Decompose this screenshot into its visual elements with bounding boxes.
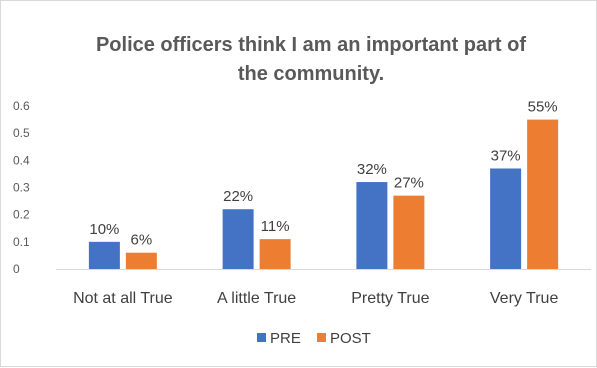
bar-pre-3 — [490, 168, 522, 269]
y-tick-label: 0.6 — [13, 99, 30, 113]
chart-title-line-1: Police officers think I am an important … — [96, 34, 526, 56]
data-label-pre-1: 22% — [223, 188, 253, 205]
data-label-post-2: 27% — [394, 175, 424, 192]
bar-post-1 — [259, 239, 291, 269]
y-tick-label: 0.3 — [13, 181, 30, 195]
legend-swatch-pre — [257, 333, 266, 342]
y-tick-label: 0.4 — [13, 153, 30, 167]
y-tick-label: 0.5 — [13, 126, 30, 140]
data-label-post-1: 11% — [261, 218, 290, 235]
data-label-post-3: 55% — [528, 99, 558, 116]
chart-title-line-2: the community. — [238, 63, 384, 85]
legend-label-pre: PRE — [270, 330, 301, 347]
data-label-pre-2: 32% — [357, 161, 387, 178]
data-label-post-0: 6% — [131, 232, 153, 249]
data-label-pre-3: 37% — [491, 147, 521, 164]
y-tick-label: 0 — [13, 262, 20, 276]
bar-pre-2 — [356, 182, 388, 269]
legend-label-post: POST — [330, 330, 371, 347]
bar-group — [88, 119, 559, 269]
y-tick-label: 0.2 — [13, 208, 30, 222]
legend-swatch-post — [317, 333, 326, 342]
y-tick-label: 0.1 — [13, 235, 30, 249]
y-axis: 0 0.1 0.2 0.3 0.4 0.5 0.6 — [13, 99, 30, 276]
data-label-group: 10% 6% 22% 11% 32% 27% 37% 55% — [89, 99, 557, 249]
data-label-pre-0: 10% — [89, 221, 119, 238]
legend: PRE POST — [257, 330, 371, 347]
bar-post-2 — [393, 195, 425, 269]
bar-post-0 — [125, 252, 157, 269]
bar-pre-0 — [88, 241, 120, 269]
x-tick-label: A little True — [217, 290, 296, 307]
x-tick-label: Very True — [490, 290, 559, 307]
bar-pre-1 — [222, 209, 254, 269]
x-tick-label: Pretty True — [351, 290, 429, 307]
x-tick-label: Not at all True — [73, 290, 173, 307]
bar-post-3 — [527, 119, 559, 269]
x-axis: Not at all True A little True Pretty True V… — [73, 290, 558, 307]
